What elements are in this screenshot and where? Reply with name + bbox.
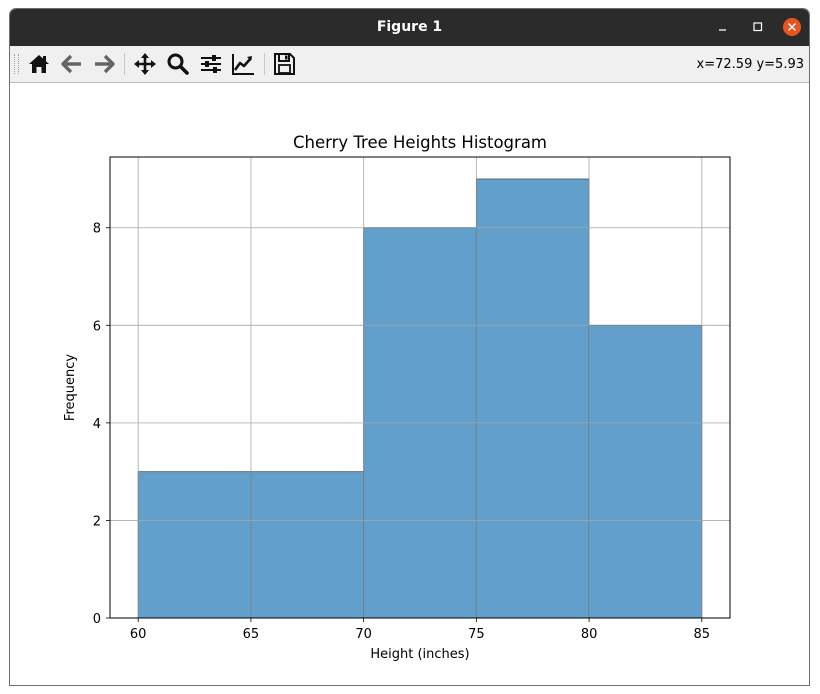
home-icon: [29, 55, 49, 73]
save-icon: [274, 53, 295, 75]
title-bar: Figure 1: [10, 9, 809, 46]
y-tick-label: 4: [93, 417, 101, 432]
back-button[interactable]: [59, 51, 85, 77]
histogram-bars: [110, 157, 730, 619]
toolbar-separator: [264, 53, 265, 75]
forward-button[interactable]: [91, 51, 117, 77]
axes-frame: [109, 156, 731, 619]
close-icon: [788, 23, 796, 31]
figure-canvas[interactable]: 60 65 70 75 80 85 0 2 4 6 8 Cherry Tree Heights Hi…: [10, 83, 809, 685]
axis-ticks: 60 65 70 75 80 85 0 2 4 6 8: [93, 222, 710, 642]
histogram-bar: [250, 471, 365, 619]
minimize-button[interactable]: [714, 18, 732, 36]
y-tick-label: 6: [93, 319, 101, 334]
histogram-chart: 60 65 70 75 80 85 0 2 4 6 8 Cherry Tree Heights Hi…: [63, 133, 731, 662]
x-tick-label: 85: [694, 627, 711, 642]
window-title: Figure 1: [376, 19, 443, 35]
x-axis-label: Height (inches): [370, 647, 469, 662]
y-tick-label: 2: [93, 514, 101, 529]
toolbar-grip[interactable]: [14, 54, 19, 74]
pan-button[interactable]: [132, 51, 158, 77]
edit-axes-button[interactable]: [230, 51, 256, 77]
x-tick-label: 65: [243, 627, 260, 642]
chart-title: Cherry Tree Heights Histogram: [293, 133, 547, 152]
histogram-bar: [588, 324, 703, 619]
minimize-icon: [719, 29, 726, 31]
save-button[interactable]: [271, 51, 297, 77]
maximize-button[interactable]: [749, 18, 767, 36]
configure-subplots-icon: [201, 55, 221, 73]
edit-axes-icon: [232, 54, 254, 75]
x-tick-label: 75: [468, 627, 485, 642]
cursor-coordinates: x=72.59 y=5.93: [696, 57, 804, 72]
maximize-icon: [753, 22, 763, 32]
zoom-button[interactable]: [165, 51, 191, 77]
figure-window: Figure 1: [9, 8, 810, 686]
home-button[interactable]: [26, 51, 52, 77]
navigation-toolbar: x=72.59 y=5.93: [10, 46, 809, 83]
x-tick-label: 70: [355, 627, 372, 642]
x-tick-label: 80: [581, 627, 598, 642]
back-arrow-icon: [61, 54, 81, 74]
pan-icon: [134, 53, 156, 75]
close-button[interactable]: [783, 18, 801, 36]
x-tick-label: 60: [130, 627, 147, 642]
histogram-bar: [475, 178, 590, 619]
forward-arrow-icon: [95, 54, 115, 74]
y-axis-label: Frequency: [63, 354, 78, 421]
zoom-icon: [167, 53, 189, 75]
y-tick-label: 8: [93, 222, 101, 237]
histogram-bar: [137, 471, 252, 619]
configure-subplots-button[interactable]: [198, 51, 224, 77]
toolbar-separator: [124, 53, 125, 75]
y-tick-label: 0: [93, 612, 101, 627]
